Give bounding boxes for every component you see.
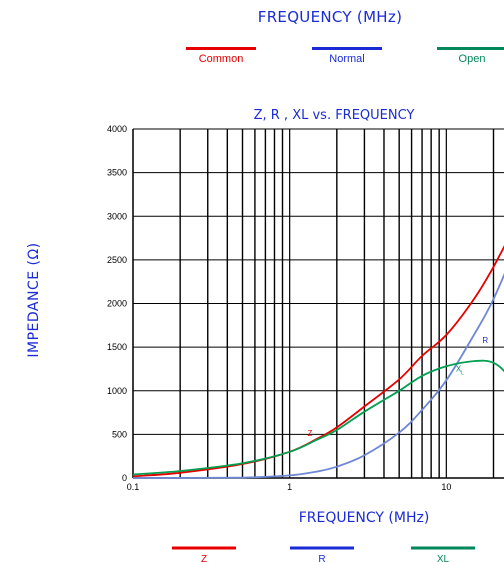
bottom-legend-label-xl: XL xyxy=(437,554,450,562)
y-tick-label: 2500 xyxy=(107,255,127,265)
x-tick-label: 0.1 xyxy=(127,482,140,492)
x-axis-label: FREQUENCY (MHz) xyxy=(299,510,430,526)
y-tick-label: 4000 xyxy=(107,124,127,134)
chart-title: Z, R , XL vs. FREQUENCY xyxy=(254,108,415,123)
legend-open: Open xyxy=(432,47,504,65)
x-tick-label: 10 xyxy=(441,482,451,492)
legend-common: Common xyxy=(181,47,261,65)
y-tick-label: 500 xyxy=(112,429,127,439)
legend-normal-label: Normal xyxy=(329,53,365,65)
y-tick-label: 3000 xyxy=(107,211,127,221)
bottom-legend-label-z: Z xyxy=(201,554,207,562)
bottom-legend-label-r: R xyxy=(318,554,325,562)
top-title: FREQUENCY (MHz) xyxy=(257,8,403,26)
y-tick-label: 2000 xyxy=(107,299,127,309)
annotation-x: XL xyxy=(456,365,464,377)
legend-normal: Normal xyxy=(307,47,387,65)
y-tick-label: 0 xyxy=(122,473,127,483)
annotation-z: Z xyxy=(308,429,313,438)
legend-open-line xyxy=(437,47,504,50)
y-tick-label: 1500 xyxy=(107,342,127,352)
y-tick-label: 3500 xyxy=(107,168,127,178)
y-tick-label: 1000 xyxy=(107,386,127,396)
legend-common-line xyxy=(186,47,256,50)
series-r-line xyxy=(132,273,504,479)
x-tick-label: 1 xyxy=(287,482,292,492)
legend-normal-line xyxy=(312,47,382,50)
annotation-r: R xyxy=(482,336,488,345)
legend-open-label: Open xyxy=(458,53,486,65)
series-z-line xyxy=(132,245,504,478)
series-xl-line xyxy=(132,359,504,476)
legend-common-label: Common xyxy=(198,53,244,65)
